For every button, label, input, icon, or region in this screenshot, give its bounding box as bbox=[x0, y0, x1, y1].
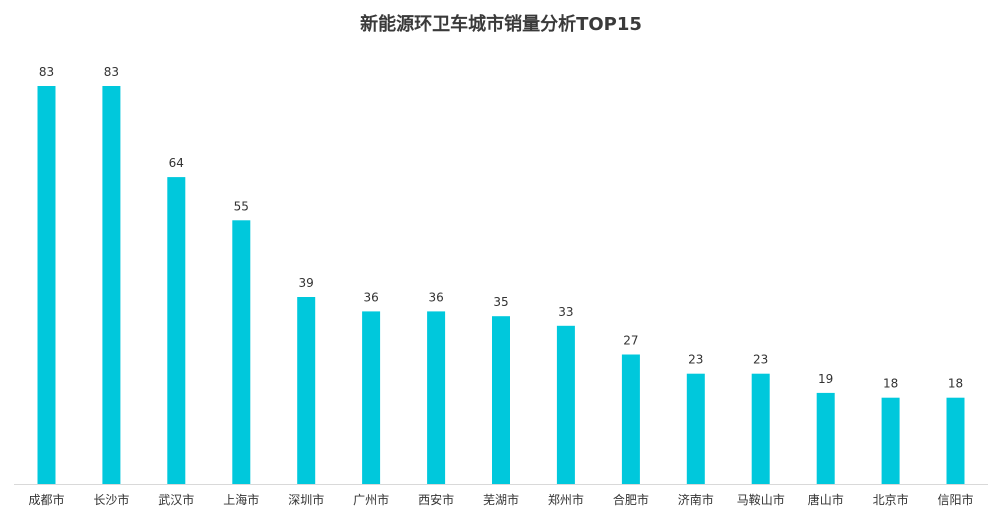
bar-7 bbox=[492, 316, 510, 484]
x-tick-label-5: 广州市 bbox=[353, 492, 389, 507]
bar-4 bbox=[297, 297, 316, 484]
chart-title: 新能源环卫车城市销量分析TOP15 bbox=[360, 14, 642, 35]
bar-14 bbox=[946, 397, 965, 484]
value-label-14: 18 bbox=[948, 377, 963, 391]
bar-1 bbox=[102, 86, 121, 484]
bar-2 bbox=[167, 177, 186, 484]
value-label-7: 35 bbox=[493, 295, 508, 309]
value-label-12: 19 bbox=[818, 372, 833, 386]
x-tick-label-12: 唐山市 bbox=[808, 492, 844, 507]
value-labels-layer: 83 83 64 55 39 36 36 35 33 27 23 23 19 18 18 bbox=[39, 65, 963, 391]
x-tick-label-7: 芜湖市 bbox=[483, 492, 519, 507]
value-label-8: 33 bbox=[558, 305, 573, 319]
x-tick-label-4: 深圳市 bbox=[288, 492, 324, 507]
bar-13 bbox=[881, 397, 900, 484]
x-tick-label-2: 武汉市 bbox=[158, 492, 194, 507]
bar-10 bbox=[686, 373, 705, 484]
bar-8 bbox=[556, 325, 575, 484]
bar-5 bbox=[362, 311, 381, 484]
bar-9 bbox=[621, 354, 640, 484]
value-label-2: 64 bbox=[169, 156, 184, 170]
bar-11 bbox=[751, 373, 770, 484]
value-label-1: 83 bbox=[104, 65, 119, 79]
x-tick-label-13: 北京市 bbox=[873, 492, 909, 507]
value-label-6: 36 bbox=[428, 290, 443, 304]
x-tick-label-10: 济南市 bbox=[678, 492, 714, 507]
bars-layer bbox=[37, 86, 965, 485]
x-tick-label-0: 成都市 bbox=[28, 492, 64, 507]
x-tick-label-3: 上海市 bbox=[223, 492, 259, 507]
bar-3 bbox=[232, 220, 251, 485]
x-tick-label-1: 长沙市 bbox=[93, 492, 129, 507]
x-tick-labels-layer: 成都市 长沙市 武汉市 上海市 深圳市 广州市 西安市 芜湖市 郑州市 合肥市 济南市 马鞍山市 唐山市… bbox=[28, 492, 973, 507]
bar-0 bbox=[37, 86, 56, 484]
value-label-11: 23 bbox=[753, 353, 768, 367]
x-tick-label-6: 西安市 bbox=[418, 492, 454, 507]
value-label-0: 83 bbox=[39, 65, 54, 79]
x-tick-label-8: 郑州市 bbox=[548, 492, 584, 507]
value-label-13: 18 bbox=[883, 377, 898, 391]
bar-6 bbox=[427, 311, 446, 484]
x-tick-label-11: 马鞍山市 bbox=[737, 492, 785, 507]
value-label-10: 23 bbox=[688, 353, 703, 367]
value-label-9: 27 bbox=[623, 334, 638, 348]
x-tick-label-14: 信阳市 bbox=[937, 492, 973, 507]
value-label-3: 55 bbox=[234, 199, 249, 213]
bar-12 bbox=[816, 392, 835, 484]
value-label-4: 39 bbox=[299, 276, 314, 290]
value-label-5: 36 bbox=[363, 290, 378, 304]
x-tick-label-9: 合肥市 bbox=[613, 492, 649, 507]
